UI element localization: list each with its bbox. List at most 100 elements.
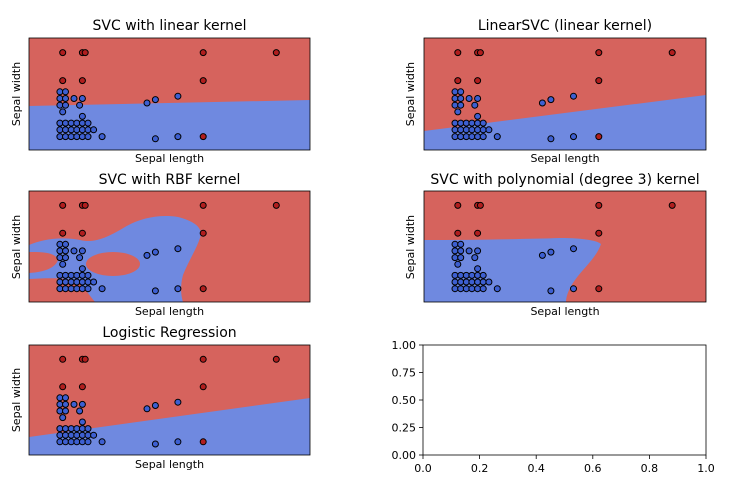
x-tick-label: 0.2: [471, 462, 489, 475]
data-point-blue: [454, 260, 462, 268]
data-point-red: [474, 77, 482, 85]
data-point-blue: [471, 101, 479, 109]
data-point-blue: [70, 95, 78, 102]
data-point-blue: [84, 438, 92, 446]
data-point-blue: [465, 247, 473, 255]
data-point-blue: [70, 247, 78, 255]
subplot-linearsvc: LinearSVC (linear kernel) Sepal length S…: [404, 18, 707, 165]
data-point-blue: [62, 394, 69, 402]
data-point-blue: [76, 254, 84, 262]
data-point-blue: [457, 101, 465, 109]
data-point-red: [59, 229, 67, 237]
data-point-blue: [67, 119, 75, 127]
subplot-svc-rbf: SVC with RBF kernel Sepal length Sepal w…: [10, 172, 311, 318]
data-point-red: [668, 49, 676, 57]
data-point-blue: [62, 88, 69, 96]
data-point-red: [59, 49, 67, 57]
data-point-blue: [538, 99, 546, 107]
data-point-blue: [59, 260, 67, 268]
data-point-blue: [62, 400, 69, 408]
data-point-blue: [468, 126, 476, 134]
data-point-blue: [451, 88, 459, 96]
axes-frame: [422, 344, 707, 456]
data-point-red: [78, 383, 86, 391]
data-point-blue: [78, 112, 86, 120]
axes-frame: [423, 37, 707, 151]
data-point-red: [272, 355, 280, 363]
data-point-blue: [98, 285, 106, 293]
data-point-blue: [62, 285, 69, 293]
data-point-red: [476, 201, 484, 209]
subplot-svc-linear: SVC with linear kernel Sepal length Sepa…: [10, 18, 311, 165]
data-point-red: [454, 49, 462, 57]
data-point-red: [595, 201, 603, 209]
data-point-blue: [59, 108, 67, 116]
data-point-blue: [468, 119, 476, 127]
data-point-blue: [538, 251, 546, 259]
data-point-blue: [151, 248, 159, 256]
x-tick-label: 0.0: [414, 462, 432, 475]
y-axis-label: Sepal width: [10, 215, 23, 279]
data-point-blue: [62, 425, 69, 433]
data-point-blue: [67, 271, 75, 279]
data-point-red: [78, 229, 86, 237]
data-point-red: [199, 77, 207, 85]
data-point-red: [199, 383, 207, 391]
data-point-blue: [62, 431, 69, 439]
data-point-blue: [451, 240, 459, 248]
data-point-red: [199, 229, 207, 237]
data-point-blue: [62, 407, 69, 415]
data-point-red: [81, 355, 89, 363]
data-point-red: [199, 133, 207, 141]
scatter-points: [56, 201, 280, 295]
data-point-blue: [468, 271, 476, 279]
data-point-blue: [62, 126, 69, 134]
data-point-red: [272, 201, 280, 209]
data-point-blue: [67, 133, 75, 141]
data-point-blue: [67, 278, 75, 286]
data-point-blue: [62, 119, 69, 127]
data-point-blue: [457, 254, 465, 262]
data-point-blue: [471, 254, 479, 262]
data-point-blue: [78, 400, 86, 408]
x-axis-label: Sepal length: [135, 305, 204, 318]
data-point-blue: [62, 438, 69, 446]
data-point-red: [199, 49, 207, 57]
data-point-blue: [98, 133, 106, 141]
data-point-blue: [451, 254, 459, 262]
data-point-blue: [62, 240, 69, 248]
data-point-blue: [84, 119, 92, 127]
x-axis-label: Sepal length: [135, 458, 204, 471]
data-point-red: [199, 201, 207, 209]
data-point-blue: [451, 119, 459, 127]
data-point-blue: [98, 438, 106, 446]
data-point-blue: [78, 418, 86, 426]
data-point-blue: [485, 126, 493, 134]
data-point-blue: [62, 271, 69, 279]
data-point-blue: [451, 278, 459, 286]
data-point-red: [199, 285, 207, 293]
axes-frame: [28, 37, 311, 151]
data-point-blue: [479, 278, 487, 286]
scatter-points: [56, 355, 280, 448]
x-axis-label: Sepal length: [530, 305, 599, 318]
y-ticks: 0.00 0.25 0.50 0.75 1.00: [392, 339, 423, 462]
data-point-blue: [151, 135, 159, 143]
data-point-blue: [479, 126, 487, 134]
data-point-blue: [151, 287, 159, 295]
scatter-points: [451, 49, 676, 143]
data-point-blue: [474, 247, 482, 255]
data-point-blue: [547, 287, 555, 295]
scatter-points: [451, 201, 676, 295]
data-point-blue: [76, 407, 84, 415]
x-ticks: 0.0 0.2 0.4 0.6 0.8 1.0: [414, 455, 715, 475]
data-point-blue: [457, 88, 465, 96]
x-axis-label: Sepal length: [530, 152, 599, 165]
y-axis-label: Sepal width: [10, 368, 23, 432]
subplot-title: SVC with RBF kernel: [99, 172, 241, 188]
data-point-blue: [457, 247, 465, 255]
data-point-red: [454, 229, 462, 237]
data-point-blue: [62, 101, 69, 109]
data-point-blue: [451, 271, 459, 279]
